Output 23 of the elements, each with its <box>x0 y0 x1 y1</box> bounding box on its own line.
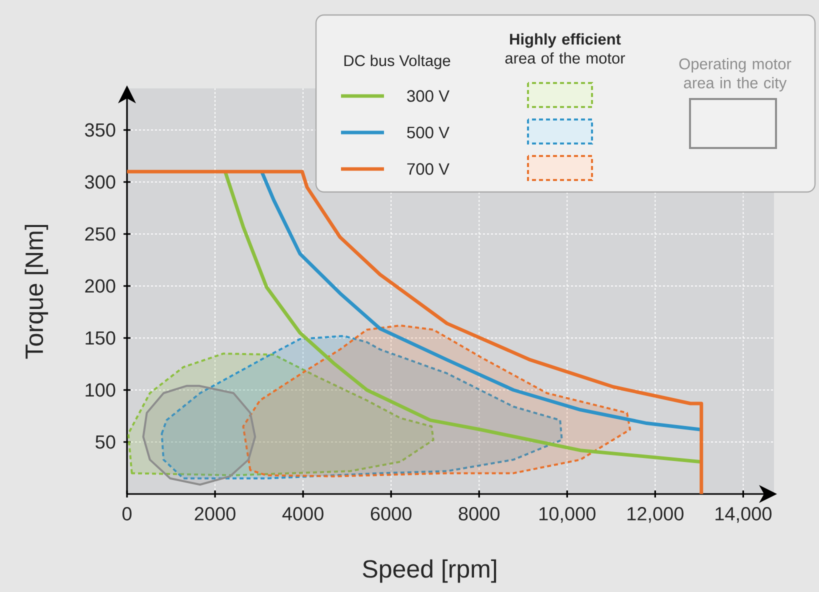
legend-title: DC bus Voltage <box>344 54 450 70</box>
y-tick-label: 50 <box>96 435 116 449</box>
x-tick-label: 6000 <box>370 507 412 520</box>
x-tick-label: 12,000 <box>628 507 684 523</box>
y-axis-title: Torque [Nm] <box>24 224 48 359</box>
x-tick-label: 0 <box>122 507 132 520</box>
y-tick-label: 150 <box>86 331 116 345</box>
text: Operating motor area in the city <box>679 58 792 92</box>
x-tick-label: 10,000 <box>540 507 596 523</box>
y-tick-label: 200 <box>85 279 116 293</box>
legend-label: 700 V <box>407 163 450 175</box>
y-tick-label: 300 <box>84 175 116 189</box>
y-tick-label: 350 <box>84 123 116 137</box>
x-tick-label: 2000 <box>194 507 236 520</box>
x-tick-label: 8000 <box>458 507 500 520</box>
text: Highly efficient area of the motor <box>505 33 626 64</box>
legend-label: 300 V <box>407 90 450 102</box>
legend-label: 500 V <box>407 126 450 138</box>
x-tick-label: 14,000 <box>716 507 772 523</box>
x-tick-label: 4000 <box>282 507 324 520</box>
x-axis-title: Speed [rpm] <box>362 559 496 583</box>
y-tick-label: 250 <box>85 227 116 241</box>
y-tick-label: 100 <box>86 383 116 397</box>
